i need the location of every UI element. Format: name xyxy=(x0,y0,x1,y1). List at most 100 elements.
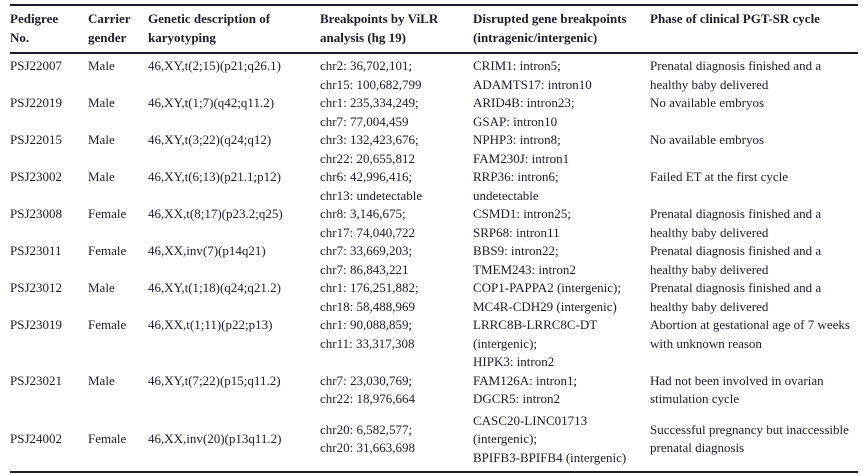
column-header-breakpoints: Breakpoints by ViLR analysis (hg 19) xyxy=(320,5,473,53)
cell-genes: FAM126A: intron1; DGCR5: intron2 xyxy=(473,372,650,409)
cell-breakpoints: chr7: 33,669,203; chr7: 86,843,221 xyxy=(320,242,473,279)
phase-text: Failed ET at the first cycle xyxy=(650,169,789,184)
header-line: analysis (hg 19) xyxy=(320,29,406,45)
genes-text: FAM126A: intron1; xyxy=(473,372,578,388)
cell-pedigree: PSJ23011 xyxy=(10,242,88,279)
cell-karyotype: 46,XX,inv(7)(p14q21) xyxy=(148,242,320,279)
cell-phase: Abortion at gestational age of 7 weeks wi… xyxy=(650,316,858,372)
karyotype-text: 46,XY,t(2;15)(p21;q26.1) xyxy=(148,58,282,73)
gender-text: Female xyxy=(88,317,127,332)
cell-gender: Female xyxy=(88,409,148,473)
header-line: Disrupted gene breakpoints xyxy=(473,11,627,26)
cell-gender: Male xyxy=(88,372,148,409)
breakpoints-text: chr6: 42,996,416; xyxy=(320,169,413,184)
breakpoints-text: chr17: 74,040,722 xyxy=(320,224,415,240)
cell-genes: RRP36: intron6; undetectable xyxy=(473,168,650,205)
cell-phase: Prenatal diagnosis finished and a healthy… xyxy=(650,53,858,94)
header-line: Breakpoints by ViLR xyxy=(320,11,439,26)
phase-text: Prenatal diagnosis finished and a xyxy=(650,243,822,258)
karyotype-text: 46,XX,t(1;11)(p22;p13) xyxy=(148,317,273,332)
cell-karyotype: 46,XY,t(1;7)(q42;q11.2) xyxy=(148,94,320,131)
column-header-phase: Phase of clinical PGT-SR cycle xyxy=(650,5,858,53)
cell-pedigree: PSJ23002 xyxy=(10,168,88,205)
pedigree-text: PSJ22007 xyxy=(10,58,63,73)
gender-text: Female xyxy=(88,243,127,258)
karyotype-text: 46,XY,t(6;13)(p21.1;p12) xyxy=(148,169,282,184)
header-row: Pedigree No. Carrier gender Genetic descript… xyxy=(10,5,858,53)
gender-text: Male xyxy=(88,372,115,388)
genes-text: HIPK3: intron2 xyxy=(473,354,555,369)
breakpoints-text: chr1: 235,334,249; xyxy=(320,95,419,110)
cell-breakpoints: chr1: 176,251,882; chr18: 58,488,969 xyxy=(320,279,473,316)
breakpoints-text: chr7: 86,843,221 xyxy=(320,261,409,277)
breakpoints-text: chr3: 132,423,676; xyxy=(320,132,419,147)
phase-text: healthy baby delivered xyxy=(650,224,769,240)
pedigree-text: PSJ24002 xyxy=(10,431,63,446)
gender-text: Male xyxy=(88,95,115,110)
breakpoints-text: chr18: 58,488,969 xyxy=(320,298,415,314)
phase-text: Prenatal diagnosis finished and a xyxy=(650,58,822,73)
cell-breakpoints: chr1: 90,088,859; chr11: 33,317,308 xyxy=(320,316,473,372)
breakpoints-text: chr1: 90,088,859; xyxy=(320,317,413,332)
cell-genes: ARID4B: intron23; GSAP: intron10 xyxy=(473,94,650,131)
table-row: PSJ23021 Male 46,XY,t(7;22)(p15;q11.2) chr7… xyxy=(10,372,858,409)
pedigree-text: PSJ22015 xyxy=(10,132,63,147)
pedigree-text: PSJ22019 xyxy=(10,95,63,110)
gender-text: Male xyxy=(88,280,115,295)
table-row: PSJ23019 Female 46,XX,t(1;11)(p22;p13) chr1… xyxy=(10,316,858,372)
genes-text: CSMD1: intron25; xyxy=(473,206,571,221)
phase-text: healthy baby delivered xyxy=(650,261,769,277)
cell-genes: LRRC8B-LRRC8C-DT (intergenic); HIPK3: intr… xyxy=(473,316,650,372)
breakpoints-text: chr7: 77,004,459 xyxy=(320,113,409,129)
karyotype-text: 46,XY,t(7;22)(p15;q11.2) xyxy=(148,372,281,388)
cell-karyotype: 46,XY,t(2;15)(p21;q26.1) xyxy=(148,53,320,94)
phase-text: stimulation cycle xyxy=(650,391,740,406)
header-line: No. xyxy=(10,29,30,45)
phase-text: No available embryos xyxy=(650,95,765,110)
cell-pedigree: PSJ24002 xyxy=(10,409,88,473)
genes-text: FAM230J: intron1 xyxy=(473,150,570,166)
cell-breakpoints: chr20: 6,582,577; chr20: 31,663,698 xyxy=(320,409,473,473)
breakpoints-text: chr2: 36,702,101; xyxy=(320,58,413,73)
pedigree-text: PSJ23021 xyxy=(10,372,63,388)
table-row: PSJ23002 Male 46,XY,t(6;13)(p21.1;p12) chr6… xyxy=(10,168,858,205)
karyotype-text: 46,XX,inv(7)(p14q21) xyxy=(148,243,266,258)
genes-text: (intergenic); xyxy=(473,335,538,351)
header-line: Phase of clinical PGT-SR cycle xyxy=(650,11,820,26)
breakpoints-text: chr1: 176,251,882; xyxy=(320,280,419,295)
cell-breakpoints: chr7: 23,030,769; chr22: 18,976,664 xyxy=(320,372,473,409)
breakpoints-text: chr13: undetectable xyxy=(320,187,423,203)
breakpoints-text: chr7: 23,030,769; xyxy=(320,372,413,388)
pedigree-text: PSJ23011 xyxy=(10,243,62,258)
cell-phase: Failed ET at the first cycle xyxy=(650,168,858,205)
cell-pedigree: PSJ23021 xyxy=(10,372,88,409)
cell-gender: Male xyxy=(88,131,148,168)
cell-karyotype: 46,XY,t(3;22)(q24;q12) xyxy=(148,131,320,168)
cell-gender: Female xyxy=(88,242,148,279)
cell-karyotype: 46,XX,inv(20)(p13q11.2) xyxy=(148,409,320,473)
genes-text: BPIFB3-BPIFB4 (intergenic) xyxy=(473,449,627,465)
table-row: PSJ22019 Male 46,XY,t(1;7)(q42;q11.2) chr1:… xyxy=(10,94,858,131)
pedigree-text: PSJ23012 xyxy=(10,280,63,295)
column-header-pedigree: Pedigree No. xyxy=(10,5,88,53)
cell-phase: No available embryos xyxy=(650,131,858,168)
column-header-karyotype: Genetic description of karyotyping xyxy=(148,5,320,53)
cell-genes: CRIM1: intron5; ADAMTS17: intron10 xyxy=(473,53,650,94)
phase-text: Successful pregnancy but inaccessible xyxy=(650,421,849,437)
genes-text: undetectable xyxy=(473,187,539,203)
genes-text: GSAP: intron10 xyxy=(473,113,558,129)
phase-text: Prenatal diagnosis finished and a xyxy=(650,206,822,221)
cell-karyotype: 46,XX,t(8;17)(p23.2;q25) xyxy=(148,205,320,242)
cell-phase: No available embryos xyxy=(650,94,858,131)
pedigree-text: PSJ23019 xyxy=(10,317,63,332)
cell-gender: Male xyxy=(88,53,148,94)
genes-text: MC4R-CDH29 (intergenic) xyxy=(473,298,617,314)
cell-pedigree: PSJ23012 xyxy=(10,279,88,316)
cell-pedigree: PSJ22019 xyxy=(10,94,88,131)
table-header: Pedigree No. Carrier gender Genetic descript… xyxy=(10,5,858,53)
header-line: karyotyping xyxy=(148,29,216,45)
genes-text: CASC20-LINC01713 xyxy=(473,412,588,428)
cell-phase: Prenatal diagnosis finished and a healthy… xyxy=(650,205,858,242)
gender-text: Male xyxy=(88,169,115,184)
cell-pedigree: PSJ23019 xyxy=(10,316,88,372)
